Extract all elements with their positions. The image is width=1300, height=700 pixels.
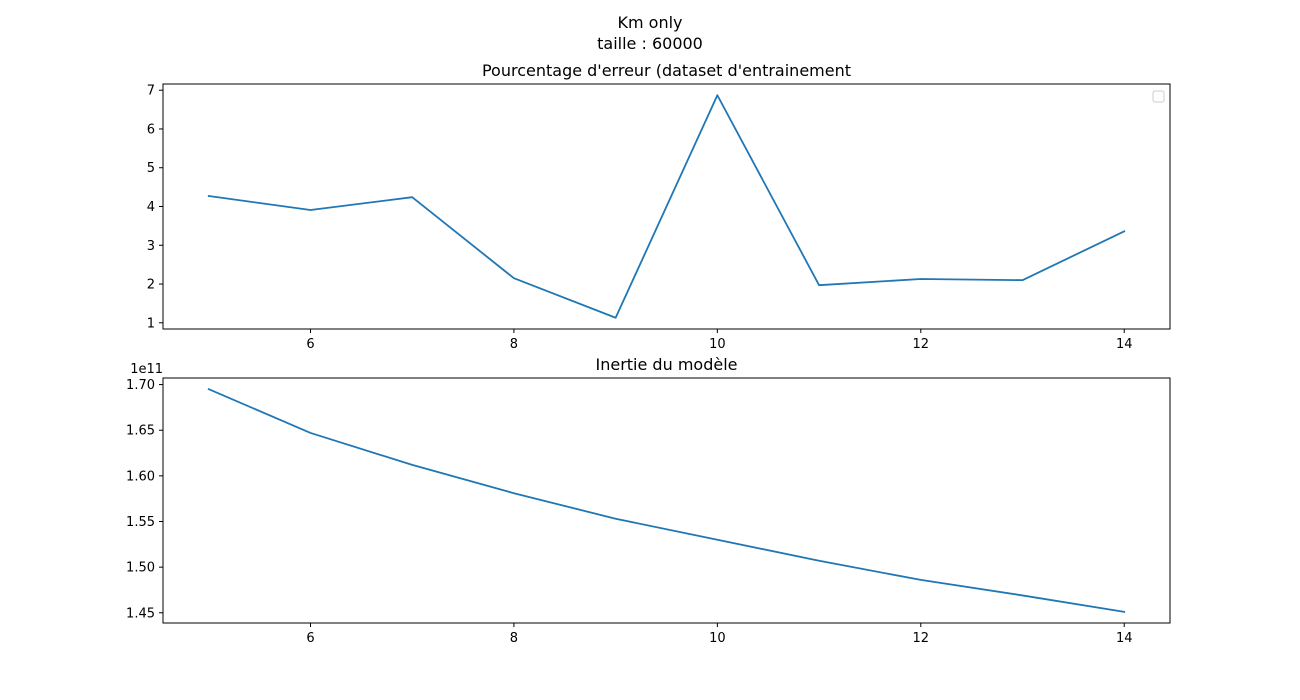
chart-1-y-tick-label: 6 — [147, 122, 155, 137]
chart-2-y-tick-label: 1.45 — [126, 606, 155, 621]
chart-1-y-tick-label: 3 — [147, 239, 155, 254]
chart-1-y-tick-label: 1 — [147, 316, 155, 331]
chart-2-x-tick-label: 14 — [1116, 631, 1133, 646]
chart-1-title: Pourcentage d'erreur (dataset d'entraine… — [482, 61, 851, 80]
chart-1-y-tick-label: 5 — [147, 161, 155, 176]
chart-2-series-line-1 — [207, 387, 1126, 613]
chart-2-y-tick-label: 1.60 — [126, 469, 155, 484]
chart-2-y-tick-label: 1.55 — [126, 515, 155, 530]
chart-1: Pourcentage d'erreur (dataset d'entraine… — [147, 61, 1171, 352]
chart-2-offset-text: 1e11 — [130, 362, 163, 377]
chart-1-y-tick-label: 4 — [147, 200, 155, 215]
chart-1-x-tick-label: 8 — [510, 337, 518, 352]
chart-1-series-line-1 — [207, 94, 1126, 319]
chart-2-axes-frame — [162, 377, 1171, 624]
chart-1-y-tick-label: 7 — [147, 84, 155, 99]
chart-1-y-tick-label: 2 — [147, 278, 155, 293]
figure-suptitle-line-1: Km only — [617, 13, 683, 32]
chart-2-y-tick-label: 1.50 — [126, 561, 155, 576]
chart-2-x-tick-label: 8 — [510, 631, 518, 646]
chart-1-x-tick-label: 14 — [1116, 337, 1133, 352]
figure-suptitle-line-2: taille : 60000 — [597, 34, 703, 53]
chart-2-x-tick-label: 10 — [709, 631, 726, 646]
chart-2-y-tick-label: 1.65 — [126, 424, 155, 439]
chart-1-x-tick-label: 10 — [709, 337, 726, 352]
chart-2-y-tick-label: 1.70 — [126, 378, 155, 393]
chart-1-legend-box — [1152, 90, 1165, 103]
chart-1-x-tick-label: 6 — [306, 337, 314, 352]
chart-2-x-tick-label: 6 — [306, 631, 314, 646]
chart-1-x-tick-label: 12 — [913, 337, 930, 352]
chart-2-title: Inertie du modèle — [596, 355, 738, 374]
chart-2-x-tick-label: 12 — [913, 631, 930, 646]
chart-2: Inertie du modèle 6 8 10 12 14 1.45 1.50 1.55 1.6… — [126, 355, 1171, 646]
